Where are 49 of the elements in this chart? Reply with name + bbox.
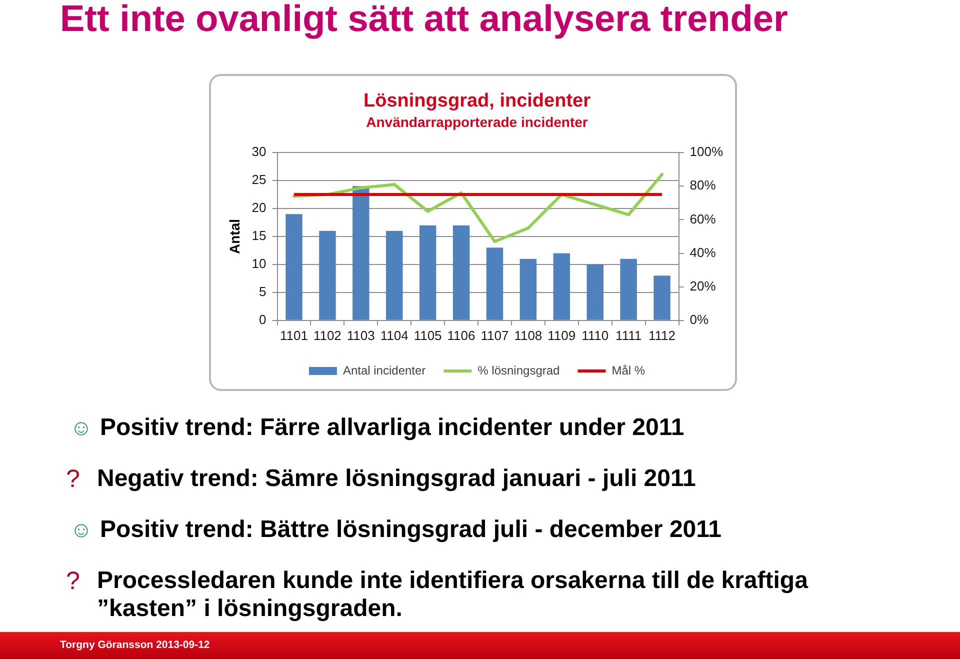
bar [319,230,336,320]
y-tick-label: 25 [252,172,266,188]
bar [419,225,436,320]
bar [586,264,604,320]
x-tick-label: 1106 [447,328,476,343]
y-tick-label: 20 [252,200,266,216]
bar [452,225,470,320]
text: ☺ Positiv trend: Bättre lösningsgrad juli - december 2011 [70,516,723,544]
text: Torgny Göransson 2013-09-12 [60,639,210,652]
y-tick-label: 0 [259,312,266,327]
x-tick-label: 1104 [380,328,408,343]
x-tick-label: 1110 [582,328,609,343]
y-tick-label: 30 [252,144,266,160]
chart-subtitle: Användarrapporterade incidenter [366,114,588,130]
text: ☺ Positiv trend: Färre allvarliga incidenter under 2011 [70,414,686,442]
x-tick-label: 1102 [313,328,342,343]
text: Ett inte ovanligt sätt att analysera trender [60,0,788,39]
y2-tick-label: 20% [690,278,716,294]
y-tick-label: 10 [252,256,266,272]
y2-tick-label: 80% [690,178,716,193]
x-tick-label: 1105 [414,328,442,343]
y2-tick-label: 100% [690,144,724,160]
chart-title: Lösningsgrad, incidenter [364,90,592,112]
x-tick-label: 1109 [548,328,576,343]
legend-label: % lösningsgrad [478,363,560,378]
bar [386,230,403,320]
legend-label: Mål % [612,363,646,378]
y-tick-label: 5 [259,284,266,300]
x-tick-label: 1108 [514,328,542,343]
bar [654,276,670,320]
x-tick-label: 1112 [648,328,676,343]
text: ? Negativ trend: Sämre lösningsgrad januari - juli 2011 [66,465,697,493]
y2-tick-label: 60% [690,211,716,226]
x-tick-label: 1107 [480,328,509,343]
y-tick-label: 15 [252,228,266,244]
x-tick-label: 1103 [346,328,375,343]
text: ? Processledaren kunde inte identifiera orsakerna till de kraftiga ”kasten” i lösningsgraden. [66,567,810,623]
bar [620,258,637,320]
y2-tick-label: 0% [690,312,709,327]
bar [286,214,302,320]
bar [486,248,504,320]
y-axis-title: Antal [226,219,242,254]
legend-label: Antal incidenter [342,363,426,378]
bar [352,186,370,320]
x-tick-label: 1101 [280,328,308,343]
bar [520,258,537,320]
y2-tick-label: 40% [690,244,716,260]
x-tick-label: 1111 [616,328,642,343]
bar [553,253,570,320]
